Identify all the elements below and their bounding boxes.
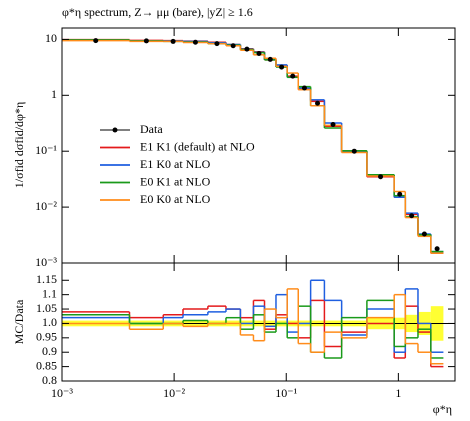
ratio-plot (62, 279, 455, 368)
y-tick-label: 10⁻² (35, 199, 57, 213)
data-point (421, 231, 427, 237)
data-point (330, 122, 336, 128)
x-tick-label: 10⁻¹ (275, 386, 297, 400)
y-tick-label: 1.05 (36, 301, 57, 315)
data-point (409, 213, 415, 219)
x-axis-label: φ*η (433, 402, 452, 416)
legend-label: E1 K0 at NLO (140, 157, 211, 171)
data-point (214, 41, 220, 47)
data-point (143, 38, 149, 44)
main-plot (62, 38, 444, 254)
axes: 10⁻³10⁻²10⁻¹1100.80.850.90.951.01.051.11… (35, 28, 455, 400)
data-point (378, 174, 384, 180)
chart-title: φ*η spectrum, Z→ μμ (bare), |yZ| ≥ 1.6 (62, 5, 253, 19)
data-point (192, 39, 198, 45)
y-axis-label: 1/σfid dσfid/dφ*η (12, 102, 26, 188)
data-point (315, 100, 321, 106)
data-point (397, 191, 403, 197)
legend-label: E1 K1 (default) at NLO (140, 139, 255, 153)
legend-swatch (112, 127, 118, 133)
data-point (301, 85, 307, 91)
data-point (290, 73, 296, 79)
y-tick-label: 10⁻¹ (35, 143, 57, 157)
data-point (230, 43, 236, 49)
data-point (170, 38, 176, 44)
y-tick-label: 10 (45, 31, 57, 45)
x-tick-label: 10⁻² (163, 386, 185, 400)
legend-label: Data (140, 122, 163, 136)
main-frame (61, 27, 456, 264)
data-point (351, 148, 357, 154)
data-point (244, 46, 250, 52)
y-axis-label: MC/Data (12, 299, 26, 344)
data-point (267, 56, 273, 62)
y-tick-label: 1.15 (36, 272, 57, 286)
y-tick-label: 1 (51, 87, 57, 101)
ratio-frame (61, 262, 456, 382)
legend-label: E0 K0 at NLO (140, 192, 211, 206)
y-tick-label: 0.95 (36, 330, 57, 344)
x-tick-label: 1 (395, 386, 401, 400)
legend-label: E0 K1 at NLO (140, 174, 211, 188)
y-tick-label: 0.8 (42, 373, 57, 387)
y-tick-label: 10⁻³ (35, 255, 57, 269)
data-point (256, 50, 262, 56)
data-point (279, 64, 285, 70)
y-tick-label: 0.9 (42, 344, 57, 358)
y-tick-label: 1.0 (42, 315, 57, 329)
y-tick-label: 1.1 (42, 286, 57, 300)
x-tick-label: 10⁻³ (51, 386, 73, 400)
data-point (434, 246, 440, 252)
y-tick-label: 0.85 (36, 358, 57, 372)
data-point (93, 38, 99, 44)
